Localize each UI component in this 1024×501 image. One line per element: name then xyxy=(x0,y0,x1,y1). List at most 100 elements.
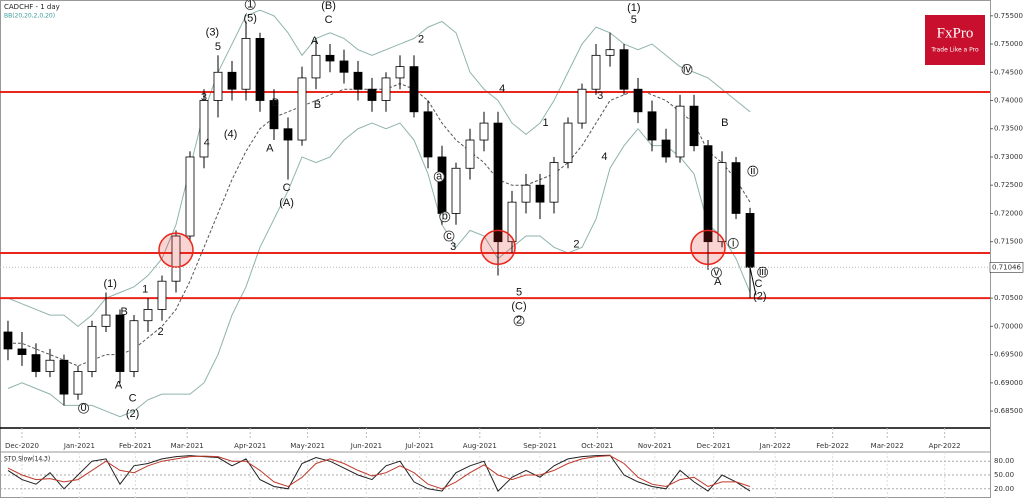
x-tick-label: Jun-2021 xyxy=(350,442,382,450)
x-tick-label: Dec-2021 xyxy=(697,442,731,450)
y-tick-label: 0.74500 xyxy=(994,68,1023,76)
candle-body xyxy=(619,49,629,90)
candle-body xyxy=(591,54,601,90)
candle-body xyxy=(465,139,475,169)
candle-body xyxy=(395,66,405,79)
wave-label: iii xyxy=(759,266,766,278)
x-tick-label: May-2021 xyxy=(290,442,325,450)
wave-label: a xyxy=(436,171,443,183)
annotation-circle xyxy=(711,267,722,279)
x-tick-label: Nov-2021 xyxy=(638,442,672,450)
candle-body xyxy=(171,235,181,282)
frame xyxy=(0,0,991,498)
wave-label: A xyxy=(311,35,319,47)
candle-body xyxy=(521,184,531,203)
candle-body xyxy=(143,309,153,322)
y-tick-label: 0.75000 xyxy=(994,40,1023,48)
last-price-label: 0.71046 xyxy=(992,263,1021,271)
candle-body xyxy=(17,348,27,355)
x-tick-label: Mar-2022 xyxy=(871,442,904,450)
candle-body xyxy=(241,37,251,90)
wave-label: 2 xyxy=(158,326,164,338)
annotation-circle xyxy=(439,211,451,223)
candle-body xyxy=(661,139,671,158)
wave-label: (C) xyxy=(511,301,526,313)
logo-name: FxPro xyxy=(937,25,974,41)
highlight-circle xyxy=(480,229,516,266)
candle-body xyxy=(423,111,433,158)
wave-label: 4 xyxy=(204,137,210,149)
wave-label: 1 xyxy=(142,284,148,296)
candle-body xyxy=(409,66,419,113)
wave-label: 2 xyxy=(573,238,579,250)
wave-label: 5 xyxy=(516,286,522,298)
y-tick-label: 0.73500 xyxy=(994,125,1023,133)
candle-body xyxy=(325,54,335,62)
candle-body xyxy=(31,354,41,372)
x-tick-label: Apr-2021 xyxy=(234,442,266,450)
wave-label: A xyxy=(714,276,722,288)
candle-body xyxy=(479,122,489,141)
x-tick-label: Jan-2022 xyxy=(759,442,791,450)
wave-label: (4) xyxy=(224,128,237,140)
candle-body xyxy=(101,314,111,327)
y-tick-label: 0.75500 xyxy=(994,12,1023,20)
band-lower xyxy=(7,122,751,418)
y-tick-label: 0.70000 xyxy=(994,322,1023,330)
candle-body xyxy=(297,77,307,141)
wave-label: (B) xyxy=(321,0,336,12)
candle-body xyxy=(115,314,125,372)
x-tick-label: Jan-2021 xyxy=(63,442,95,450)
candle-body xyxy=(493,122,503,243)
candle-body xyxy=(87,325,97,372)
candle-body xyxy=(283,128,293,141)
wave-label: c xyxy=(446,230,452,242)
x-tick-label: Sep-2021 xyxy=(523,442,557,450)
wave-label: A xyxy=(115,380,123,392)
candle-body xyxy=(437,156,447,214)
wave-label: (A) xyxy=(279,197,294,209)
candle-body xyxy=(717,162,727,243)
wave-label: 1 xyxy=(543,117,549,129)
annotation-circle xyxy=(681,64,693,75)
last-price-box xyxy=(989,262,1024,273)
candle-body xyxy=(3,331,13,350)
wave-label: (3) xyxy=(206,27,219,39)
candle-body xyxy=(689,105,699,147)
oscillator-title: STO Slow(14,3) xyxy=(4,456,50,463)
y-tick-label: 0.72000 xyxy=(994,209,1023,217)
annotation-circle xyxy=(757,266,769,278)
y-tick-label: 0.69500 xyxy=(994,351,1023,359)
annotation-circle xyxy=(727,237,739,249)
candle-body xyxy=(535,184,545,203)
wave-label: C xyxy=(754,278,762,290)
x-tick-label: Mar-2021 xyxy=(171,442,204,450)
osc-line xyxy=(7,455,751,490)
band-upper xyxy=(7,9,751,328)
logo xyxy=(925,15,985,65)
chart-subtitle: BB(20,20,2,0,20) xyxy=(4,13,55,20)
wave-label: B xyxy=(121,306,128,318)
candle-body xyxy=(549,162,559,203)
y-tick-label: 0.68500 xyxy=(994,407,1023,415)
wave-label: 1 xyxy=(247,0,253,10)
candle-body xyxy=(73,371,83,395)
osc-tick-label: 50.00 xyxy=(994,471,1014,479)
wave-label: C xyxy=(325,14,333,26)
wave-label: iv xyxy=(683,63,691,75)
candle-body xyxy=(157,280,167,310)
annotation-circle xyxy=(433,171,445,183)
projection-arrow xyxy=(749,267,757,296)
chart-title: CADCHF - 1 day xyxy=(4,3,60,11)
wave-label: (1) xyxy=(103,278,116,290)
annotation-circle xyxy=(244,0,256,10)
osc-tick-label: 20.00 xyxy=(994,485,1014,493)
candle-body xyxy=(185,156,195,237)
wave-label: (5) xyxy=(243,13,256,25)
wave-label: C xyxy=(129,393,137,405)
candle-body xyxy=(507,201,517,243)
wave-label: (1) xyxy=(627,2,640,14)
candle-body xyxy=(647,111,657,141)
wave-label: 3 xyxy=(201,92,207,104)
candle-body xyxy=(255,37,265,101)
